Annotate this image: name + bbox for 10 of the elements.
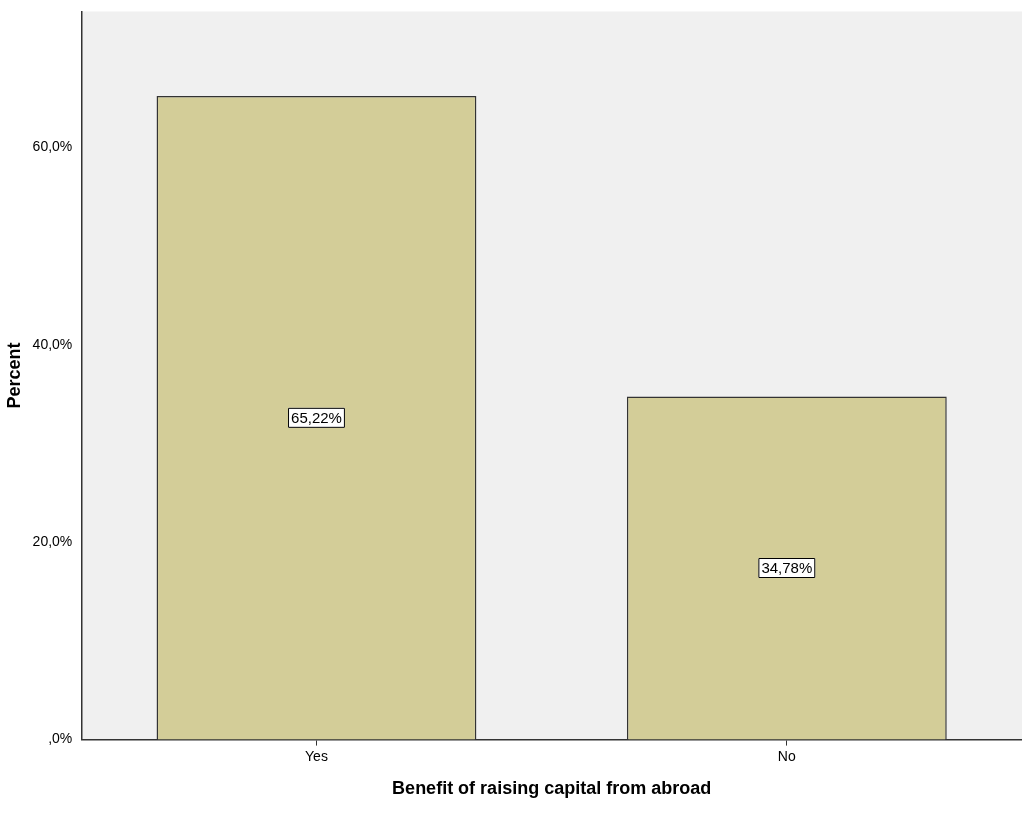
data-label: 65,22% xyxy=(291,408,342,426)
y-tick-label: 40,0% xyxy=(32,335,73,352)
x-tick-label: Yes xyxy=(305,747,328,764)
y-axis-title: Percent xyxy=(3,342,24,409)
y-tick-label: 60,0% xyxy=(32,138,73,155)
y-tick-label: ,0% xyxy=(48,730,73,747)
data-label: 34,78% xyxy=(761,559,813,577)
x-axis-title: Benefit of raising capital from abroad xyxy=(392,778,712,799)
x-tick-label: No xyxy=(777,747,796,764)
y-tick-label: 20,0% xyxy=(32,533,73,550)
